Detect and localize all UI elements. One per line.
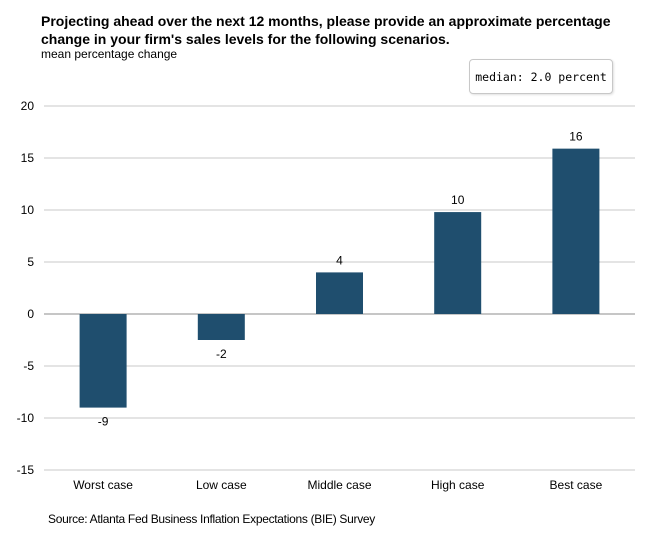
x-tick-label: High case bbox=[431, 478, 485, 492]
data-label: 4 bbox=[336, 253, 343, 267]
data-label: 16 bbox=[569, 130, 583, 144]
x-tick-label: Best case bbox=[550, 478, 603, 492]
y-tick-label: 0 bbox=[27, 307, 34, 321]
data-label: -9 bbox=[98, 415, 109, 429]
y-tick-label: -10 bbox=[17, 411, 35, 425]
x-tick-label: Middle case bbox=[307, 478, 371, 492]
y-axis-label: mean percentage change bbox=[41, 47, 178, 61]
data-label: 10 bbox=[451, 193, 465, 207]
y-tick-label: 15 bbox=[21, 151, 35, 165]
x-axis-ticks: Worst case Low case Middle case High case Be… bbox=[73, 478, 602, 492]
y-axis-ticks: 20 15 10 5 0 -5 -10 -15 bbox=[17, 99, 35, 477]
bar bbox=[79, 314, 127, 408]
chart-title: Projecting ahead over the next 12 months… bbox=[41, 13, 611, 47]
bars bbox=[79, 148, 600, 408]
median-annotation-text: median: 2.0 percent bbox=[475, 69, 607, 84]
y-tick-label: -15 bbox=[17, 463, 35, 477]
y-tick-label: 5 bbox=[27, 255, 34, 269]
source-note: Source: Atlanta Fed Business Inflation E… bbox=[48, 512, 375, 526]
gridlines bbox=[44, 105, 635, 471]
bar bbox=[552, 148, 600, 314]
x-tick-label: Low case bbox=[196, 478, 247, 492]
data-label: -2 bbox=[216, 347, 227, 361]
bar bbox=[197, 314, 245, 340]
data-labels: -9 -2 4 10 16 bbox=[98, 130, 583, 429]
y-tick-label: 10 bbox=[21, 203, 35, 217]
y-tick-label: -5 bbox=[23, 359, 34, 373]
bar bbox=[316, 272, 363, 314]
bar bbox=[434, 212, 482, 314]
median-annotation: median: 2.0 percent bbox=[469, 59, 613, 94]
x-tick-label: Worst case bbox=[73, 478, 133, 492]
y-tick-label: 20 bbox=[21, 99, 35, 113]
